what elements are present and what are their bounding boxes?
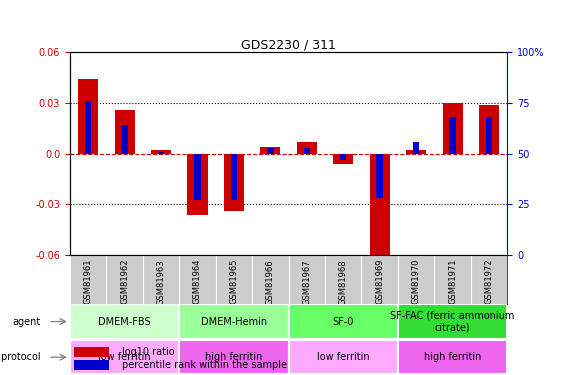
Bar bbox=[479, 105, 499, 154]
Text: GSM81963: GSM81963 bbox=[157, 259, 166, 305]
Bar bbox=[289, 340, 398, 374]
Bar bbox=[398, 340, 507, 374]
Bar bbox=[413, 142, 419, 154]
Bar bbox=[179, 340, 289, 374]
Bar bbox=[231, 154, 237, 200]
Bar bbox=[188, 154, 208, 214]
Bar bbox=[75, 360, 110, 370]
Text: GSM81967: GSM81967 bbox=[303, 259, 311, 305]
Text: growth protocol: growth protocol bbox=[0, 352, 41, 362]
Bar bbox=[121, 125, 128, 154]
Text: DMEM-Hemin: DMEM-Hemin bbox=[201, 316, 267, 327]
Bar bbox=[151, 150, 171, 154]
Bar bbox=[486, 117, 492, 154]
Text: GSM81968: GSM81968 bbox=[339, 259, 347, 305]
Text: low ferritin: low ferritin bbox=[99, 352, 151, 362]
Text: GSM81970: GSM81970 bbox=[412, 259, 420, 305]
Text: GSM81972: GSM81972 bbox=[484, 259, 493, 305]
Bar bbox=[304, 148, 310, 154]
Text: SF-FAC (ferric ammonium
citrate): SF-FAC (ferric ammonium citrate) bbox=[391, 311, 515, 332]
Text: GSM81964: GSM81964 bbox=[193, 259, 202, 305]
Bar bbox=[377, 154, 383, 198]
Bar bbox=[194, 154, 201, 200]
Bar bbox=[406, 150, 426, 154]
Text: high ferritin: high ferritin bbox=[205, 352, 262, 362]
Text: GSM81965: GSM81965 bbox=[230, 259, 238, 305]
Bar bbox=[267, 148, 273, 154]
Bar bbox=[115, 110, 135, 154]
Bar bbox=[297, 142, 317, 154]
Bar bbox=[261, 147, 280, 154]
Bar bbox=[158, 152, 164, 154]
Bar bbox=[179, 304, 289, 339]
Bar bbox=[289, 304, 398, 339]
Bar bbox=[442, 103, 462, 154]
Bar bbox=[333, 154, 353, 164]
Text: low ferritin: low ferritin bbox=[317, 352, 370, 362]
Bar bbox=[340, 154, 346, 160]
Bar bbox=[449, 117, 456, 154]
Bar bbox=[70, 340, 179, 374]
Text: log10 ratio: log10 ratio bbox=[122, 347, 175, 357]
Text: percentile rank within the sample: percentile rank within the sample bbox=[122, 360, 287, 370]
Text: GSM81961: GSM81961 bbox=[84, 259, 93, 305]
Bar bbox=[85, 101, 92, 154]
Text: GSM81969: GSM81969 bbox=[375, 259, 384, 305]
Bar bbox=[70, 304, 179, 339]
Bar bbox=[78, 80, 98, 154]
Text: GSM81962: GSM81962 bbox=[120, 259, 129, 305]
Text: SF-0: SF-0 bbox=[332, 316, 354, 327]
Text: GSM81966: GSM81966 bbox=[266, 259, 275, 305]
Bar bbox=[224, 154, 244, 211]
Title: GDS2230 / 311: GDS2230 / 311 bbox=[241, 38, 336, 51]
Text: GSM81971: GSM81971 bbox=[448, 259, 457, 305]
Bar bbox=[75, 347, 110, 357]
Text: agent: agent bbox=[13, 316, 41, 327]
Bar bbox=[398, 304, 507, 339]
Text: high ferritin: high ferritin bbox=[424, 352, 481, 362]
Text: DMEM-FBS: DMEM-FBS bbox=[99, 316, 151, 327]
Bar bbox=[370, 154, 389, 264]
